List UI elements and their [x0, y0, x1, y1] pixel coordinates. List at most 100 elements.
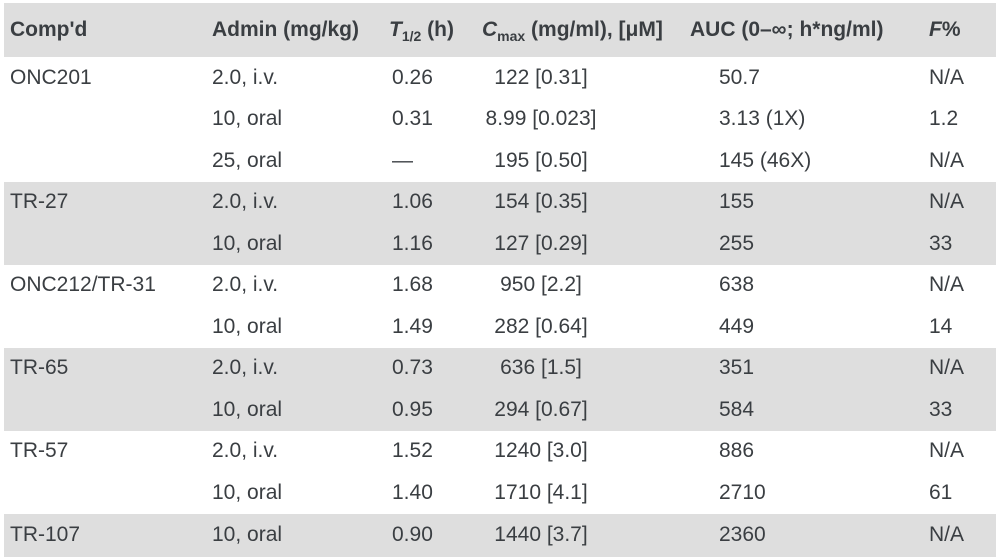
cell-admin: 10, oral — [212, 314, 283, 338]
cell-compound: ONC201 — [10, 65, 92, 89]
cell-t-half: 0.73 — [392, 356, 433, 380]
cell-t-half: 1.49 — [392, 314, 433, 338]
cell-f-percent: 61 — [929, 480, 953, 504]
cell-compound — [4, 472, 208, 514]
cell-admin: 10, oral — [212, 480, 283, 504]
table-row: ONC212/TR-31 2.0, i.v. 1.68 950 [2.2] 638 N/A — [4, 265, 996, 307]
table-row: 10, oral 0.95 294 [0.67] 584 33 — [4, 389, 996, 431]
col-header-auc: AUC (0–∞; h*ng/ml) — [686, 3, 925, 57]
cell-t-half: 1.16 — [392, 231, 433, 255]
cell-admin: 2.0, i.v. — [212, 439, 279, 463]
cell-compound — [4, 389, 208, 431]
cell-auc: 2360 — [719, 523, 766, 546]
cell-auc: 50.7 — [719, 65, 760, 89]
cell-cmax: 294 [0.67] — [494, 397, 588, 421]
cell-compound — [4, 99, 208, 141]
cell-compound — [4, 223, 208, 265]
cell-cmax: 1710 [4.1] — [494, 480, 588, 504]
cell-t-half: 1.40 — [392, 480, 433, 504]
cell-auc: 584 — [719, 397, 755, 421]
cell-auc: 886 — [719, 439, 755, 463]
cell-f-percent: 33 — [929, 231, 953, 255]
cell-f-percent: N/A — [929, 273, 965, 297]
cell-compound: ONC212/TR-31 — [10, 273, 156, 297]
cell-auc: 145 (46X) — [719, 148, 812, 172]
f-unit: % — [941, 18, 961, 41]
cell-admin: 2.0, i.v. — [212, 190, 279, 214]
t-half-subscript: 1/2 — [401, 28, 422, 44]
table-row: 10, oral 1.16 127 [0.29] 255 33 — [4, 223, 996, 265]
cell-auc: 351 — [719, 356, 755, 380]
pharmacokinetics-table: Comp'd Admin (mg/kg) T1/2 (h) Cmax (mg/m… — [4, 3, 996, 557]
cell-admin: 2.0, i.v. — [212, 356, 279, 380]
cell-t-half: 0.90 — [392, 523, 433, 546]
cell-compound: TR-107 — [10, 523, 81, 546]
f-symbol: F — [929, 18, 942, 41]
cell-auc: 638 — [719, 273, 755, 297]
cell-f-percent: 14 — [929, 314, 953, 338]
cell-cmax: 282 [0.64] — [494, 314, 588, 338]
cell-compound: TR-27 — [10, 190, 69, 214]
table-row: 10, oral 1.40 1710 [4.1] 2710 61 — [4, 472, 996, 514]
col-header-compound: Comp'd — [4, 3, 208, 57]
cell-compound: TR-57 — [10, 439, 69, 463]
cell-compound: TR-65 — [10, 356, 69, 380]
cell-cmax: 122 [0.31] — [494, 65, 588, 89]
cell-f-percent: 1.2 — [929, 107, 959, 131]
table-row: TR-107 10, oral 0.90 1440 [3.7] 2360 N/A — [4, 513, 996, 557]
cell-auc: 255 — [719, 231, 755, 255]
cell-admin: 25, oral — [212, 148, 283, 172]
cell-f-percent: 33 — [929, 397, 953, 421]
cell-cmax: 8.99 [0.023] — [485, 107, 597, 131]
t-half-unit: (h) — [421, 18, 454, 41]
cell-cmax: 950 [2.2] — [500, 273, 582, 297]
cell-admin: 2.0, i.v. — [212, 273, 279, 297]
cell-admin: 10, oral — [212, 231, 283, 255]
cell-compound — [4, 306, 208, 348]
table-row: TR-57 2.0, i.v. 1.52 1240 [3.0] 886 N/A — [4, 431, 996, 473]
table-row: TR-27 2.0, i.v. 1.06 154 [0.35] 155 N/A — [4, 181, 996, 223]
cell-t-half: 0.26 — [392, 65, 433, 89]
cell-compound — [4, 140, 208, 182]
table-row: ONC201 2.0, i.v. 0.26 122 [0.31] 50.7 N/A — [4, 57, 996, 99]
table-row: 10, oral 1.49 282 [0.64] 449 14 — [4, 306, 996, 348]
cmax-subscript: max — [497, 28, 526, 44]
cell-admin: 10, oral — [212, 397, 283, 421]
table-row: TR-65 2.0, i.v. 0.73 636 [1.5] 351 N/A — [4, 347, 996, 389]
cell-auc: 2710 — [719, 480, 766, 504]
cell-t-half: 1.06 — [392, 190, 433, 214]
col-header-admin: Admin (mg/kg) — [208, 3, 385, 57]
cell-t-half: 1.52 — [392, 439, 433, 463]
cell-t-half: 1.68 — [392, 273, 433, 297]
cell-t-half: 0.95 — [392, 397, 433, 421]
cell-f-percent: N/A — [929, 148, 965, 172]
cell-f-percent: N/A — [929, 65, 965, 89]
cell-cmax: 154 [0.35] — [494, 190, 588, 214]
cell-auc: 155 — [719, 190, 755, 214]
table-row: 25, oral — 195 [0.50] 145 (46X) N/A — [4, 140, 996, 182]
cell-admin: 10, oral — [212, 107, 283, 131]
cell-cmax: 636 [1.5] — [500, 356, 582, 380]
cell-auc: 3.13 (1X) — [719, 107, 806, 131]
cell-cmax: 1240 [3.0] — [494, 439, 588, 463]
table-body: ONC201 2.0, i.v. 0.26 122 [0.31] 50.7 N/A 10, … — [4, 57, 996, 557]
cmax-unit: (mg/ml), [μM] — [525, 18, 663, 41]
cell-f-percent: N/A — [929, 190, 965, 214]
cell-f-percent: N/A — [929, 439, 965, 463]
col-header-f-percent: F% — [925, 3, 996, 57]
cell-cmax: 195 [0.50] — [494, 148, 588, 172]
cell-admin: 10, oral — [212, 523, 283, 546]
t-half-symbol: T — [389, 18, 402, 41]
cell-t-half: — — [392, 148, 413, 172]
cell-cmax: 1440 [3.7] — [494, 523, 588, 546]
cmax-symbol: C — [482, 18, 498, 41]
col-header-cmax: Cmax (mg/ml), [μM] — [478, 3, 686, 57]
cell-f-percent: N/A — [929, 356, 965, 380]
cell-admin: 2.0, i.v. — [212, 65, 279, 89]
cell-auc: 449 — [719, 314, 755, 338]
cell-t-half: 0.31 — [392, 107, 433, 131]
cell-f-percent: N/A — [929, 523, 965, 546]
col-header-t-half: T1/2 (h) — [385, 3, 478, 57]
cell-cmax: 127 [0.29] — [494, 231, 588, 255]
